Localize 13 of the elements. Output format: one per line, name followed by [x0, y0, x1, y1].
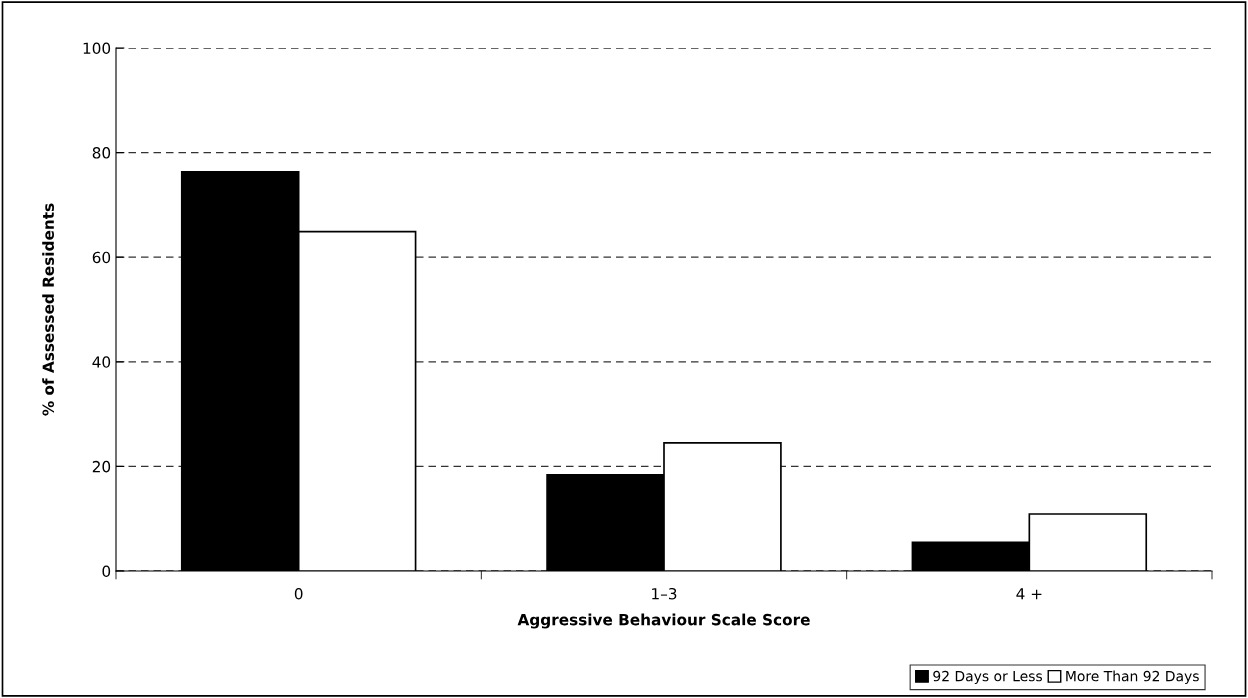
- y-tick-label: 0: [102, 565, 111, 578]
- legend-label: More Than 92 Days: [1066, 670, 1199, 685]
- legend-label: 92 Days or Less: [933, 670, 1042, 685]
- y-tick-label: 100: [83, 42, 111, 55]
- x-axis-title: Aggressive Behaviour Scale Score: [517, 613, 810, 629]
- x-tick-label: 4 +: [1016, 588, 1042, 600]
- y-tick-label: 20: [92, 460, 111, 473]
- y-tick-label: 60: [92, 251, 111, 264]
- x-tick-label: 0: [294, 587, 303, 600]
- y-tick-label: 80: [92, 147, 111, 159]
- y-tick-label: 40: [92, 356, 111, 368]
- x-tick-label: 1–3: [652, 587, 677, 600]
- y-axis-title: % of Assessed Residents: [42, 203, 55, 416]
